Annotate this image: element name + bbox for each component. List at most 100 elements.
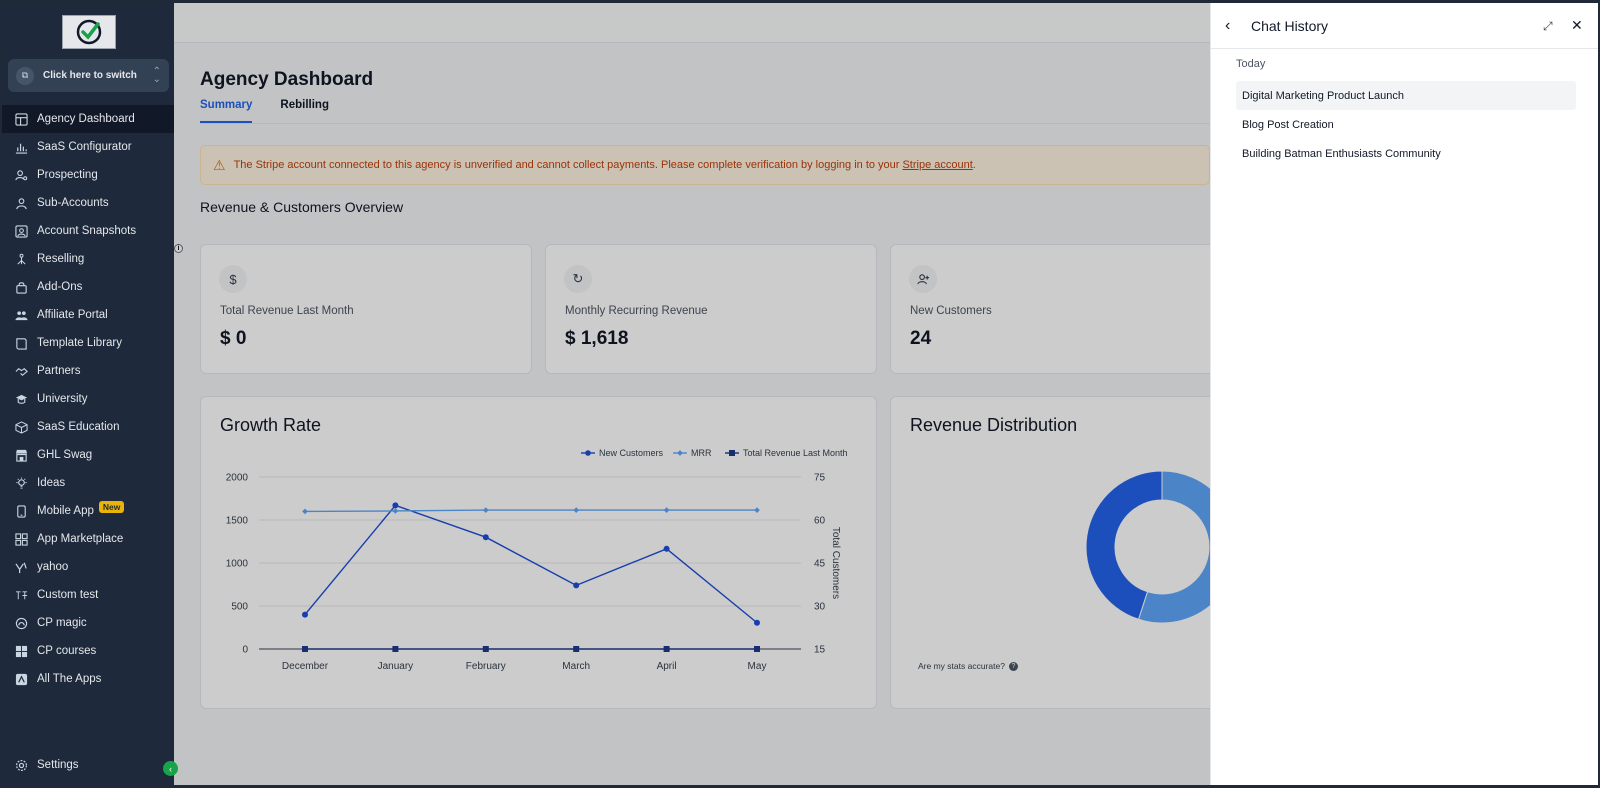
custom-icon xyxy=(15,589,28,602)
book-icon xyxy=(15,337,28,350)
sidebar-item-saas-education[interactable]: SaaS Education xyxy=(2,413,174,441)
tab-rebilling[interactable]: Rebilling xyxy=(280,99,329,111)
network-icon xyxy=(15,253,28,266)
revenue-distribution-chart xyxy=(1085,470,1210,624)
snapshot-icon xyxy=(15,224,28,238)
sidebar-item-label: GHL Swag xyxy=(37,449,93,461)
stats-accuracy-link[interactable]: Are my stats accurate? ? xyxy=(918,661,1018,671)
collapse-sidebar-button[interactable]: ‹ xyxy=(163,761,178,776)
data-point xyxy=(482,507,489,513)
chat-history-item[interactable]: Building Batman Enthusiasts Community xyxy=(1242,147,1441,160)
y-left-tick-label: 500 xyxy=(231,602,248,613)
sidebar-item-university[interactable]: University xyxy=(2,385,174,413)
donut-slice[interactable] xyxy=(1137,470,1210,624)
user-plus-icon xyxy=(909,265,937,293)
y-left-tick-label: 2000 xyxy=(226,473,249,484)
stat-card-mrr: ↻ Monthly Recurring Revenue $ 1,618 xyxy=(545,244,877,374)
sidebar-item-custom-test[interactable]: Custom test xyxy=(2,581,174,609)
sidebar-item-saas-configurator[interactable]: SaaS Configurator xyxy=(2,133,174,161)
sidebar-item-ghl-swag[interactable]: GHL Swag xyxy=(2,441,174,469)
sidebar-item-agency-dashboard[interactable]: Agency Dashboard xyxy=(2,105,174,133)
data-point xyxy=(302,611,308,618)
revenue-distribution-card: Revenue Distribution Are my stats accura… xyxy=(890,396,1210,709)
data-point xyxy=(392,502,399,509)
x-tick-label: March xyxy=(562,661,590,672)
x-tick-label: December xyxy=(282,661,329,672)
chat-history-item[interactable]: Blog Post Creation xyxy=(1242,118,1334,131)
donut-slice[interactable] xyxy=(1085,470,1163,620)
new-badge: New xyxy=(98,501,125,513)
dashboard-tabs: Summary Rebilling xyxy=(200,99,329,123)
alert-text: The Stripe account connected to this age… xyxy=(233,159,900,171)
sidebar-item-cp-magic[interactable]: CP magic xyxy=(2,609,174,637)
sidebar-item-label: CP magic xyxy=(37,617,87,629)
yahoo-icon xyxy=(15,561,28,574)
chat-history-panel: ‹ Chat History ⤢ ✕ Today Digital Marketi… xyxy=(1210,3,1598,785)
series-line xyxy=(304,509,757,513)
close-icon[interactable]: ✕ xyxy=(1571,17,1583,33)
sidebar-item-label: Mobile App xyxy=(37,505,94,517)
stat-label: Monthly Recurring Revenue xyxy=(565,305,708,317)
sidebar-item-ideas[interactable]: Ideas xyxy=(2,469,174,497)
sidebar-item-reselling[interactable]: Reselling xyxy=(2,245,174,273)
growth-rate-card: Growth Rate 0 500 1000 1500 2000 15 30 45 60 75 To… xyxy=(200,396,877,709)
bag-icon xyxy=(15,281,28,294)
check-logo-icon xyxy=(76,19,102,45)
sidebar-item-sub-accounts[interactable]: Sub-Accounts xyxy=(2,189,174,217)
sidebar-item-yahoo[interactable]: yahoo xyxy=(2,553,174,581)
chat-header: ‹ Chat History ⤢ ✕ xyxy=(1211,3,1598,49)
y-right-tick-label: 75 xyxy=(814,473,826,484)
sidebar-item-all-the-apps[interactable]: All The Apps xyxy=(2,665,174,693)
sidebar-item-prospecting[interactable]: Prospecting xyxy=(2,161,174,189)
sidebar-item-cp-courses[interactable]: CP courses xyxy=(2,637,174,665)
data-point xyxy=(302,646,308,652)
growth-rate-chart: 0 500 1000 1500 2000 15 30 45 60 75 Total Customer… xyxy=(226,448,848,672)
sidebar-item-app-marketplace[interactable]: App Marketplace xyxy=(2,525,174,553)
sidebar-item-label: Affiliate Portal xyxy=(37,309,108,321)
legend-marker xyxy=(585,450,591,456)
y-left-tick-label: 0 xyxy=(242,645,248,656)
sidebar-item-template-library[interactable]: Template Library xyxy=(2,329,174,357)
tabs-divider xyxy=(200,123,1210,124)
stripe-alert: ⚠ The Stripe account connected to this a… xyxy=(200,145,1210,185)
graduation-cap-icon xyxy=(15,393,28,406)
sidebar-item-account-snapshots[interactable]: Account Snapshots xyxy=(2,217,174,245)
sidebar-item-affiliate-portal[interactable]: Affiliate Portal xyxy=(2,301,174,329)
page-title: Agency Dashboard xyxy=(200,69,374,90)
stat-value: 24 xyxy=(910,328,932,349)
windows-icon xyxy=(15,645,28,658)
agency-logo[interactable] xyxy=(62,15,116,49)
sidebar-item-partners[interactable]: Partners xyxy=(2,357,174,385)
apps-icon xyxy=(15,673,28,686)
data-point xyxy=(302,508,308,515)
sidebar-item-add-ons[interactable]: Add-Ons xyxy=(2,273,174,301)
data-point xyxy=(573,582,580,589)
legend-label: New Customers xyxy=(599,448,664,458)
sidebar-item-label: Add-Ons xyxy=(37,281,83,293)
stat-label: New Customers xyxy=(910,305,992,317)
data-point xyxy=(663,646,670,652)
info-icon[interactable]: i xyxy=(174,244,183,253)
tab-summary[interactable]: Summary xyxy=(200,99,253,123)
x-tick-label: January xyxy=(378,661,414,672)
expand-icon[interactable]: ⤢ xyxy=(1543,19,1553,33)
refresh-icon: ↻ xyxy=(564,265,592,293)
sidebar-item-label: Ideas xyxy=(37,477,66,489)
sidebar-item-mobile-app[interactable]: Mobile App New xyxy=(2,497,174,525)
data-point xyxy=(663,507,670,513)
x-tick-label: April xyxy=(657,661,677,672)
sidebar-item-settings[interactable]: Settings xyxy=(2,753,174,777)
chat-group-label: Today xyxy=(1236,58,1266,70)
settings-label: Settings xyxy=(37,759,79,771)
stat-value: $ 0 xyxy=(220,328,247,349)
chat-history-item[interactable]: Digital Marketing Product Launch xyxy=(1236,81,1576,110)
stripe-account-link[interactable]: Stripe account xyxy=(902,159,973,171)
account-switcher[interactable]: ⧉ Click here to switch ⌃ ⌄ xyxy=(8,59,169,92)
legend-label: Total Revenue Last Month xyxy=(743,448,848,458)
data-point xyxy=(754,646,760,652)
sidebar-item-label: All The Apps xyxy=(37,673,102,685)
warning-icon: ⚠ xyxy=(213,156,226,173)
back-arrow-icon[interactable]: ‹ xyxy=(1225,17,1231,34)
legend-label: MRR xyxy=(691,448,712,458)
top-bar xyxy=(174,3,1210,43)
